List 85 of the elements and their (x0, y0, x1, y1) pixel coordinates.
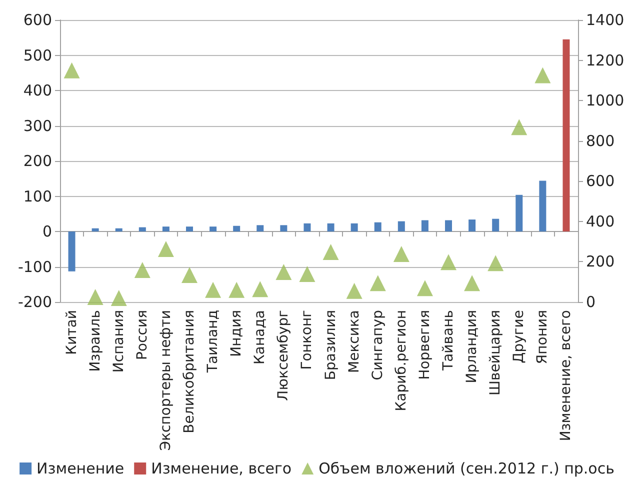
bar (562, 39, 570, 232)
bar (492, 218, 500, 232)
point (440, 254, 456, 270)
point (464, 275, 480, 292)
bar (327, 223, 334, 232)
x-tick-label: Люксембург (276, 310, 292, 401)
x-tick-label: Норвегия (416, 310, 433, 380)
y-tick-label: 0 (42, 222, 52, 240)
bar (468, 220, 476, 232)
x-tick-label: Израиль (87, 310, 104, 372)
point (370, 275, 386, 292)
y-tick-label: -200 (18, 293, 52, 311)
bar (350, 223, 358, 232)
point (393, 246, 410, 262)
y2-tick-label: 400 (586, 212, 615, 230)
bar (186, 226, 193, 232)
y-tick-label: 600 (23, 11, 52, 29)
bar (162, 226, 170, 232)
point (64, 62, 80, 78)
legend-label: Изменение, всего (151, 460, 292, 478)
y-tick-label: 400 (23, 82, 52, 100)
bar (210, 226, 217, 232)
bar (115, 228, 122, 232)
y-tick-label: 300 (23, 116, 52, 135)
point (511, 119, 528, 136)
point (110, 290, 127, 306)
point (182, 267, 198, 284)
y-tick-label: 500 (23, 46, 52, 64)
x-tick-label: Ирландия (464, 310, 480, 384)
point (488, 255, 504, 272)
y2-tick-label: 1000 (586, 92, 624, 110)
bar (304, 223, 311, 232)
bar (138, 227, 146, 232)
bar (539, 180, 546, 232)
point (299, 266, 316, 282)
y2-tick-label: 1200 (586, 51, 624, 70)
bar (68, 232, 76, 272)
bar (516, 194, 523, 232)
y2-tick-label: 600 (586, 172, 615, 190)
x-tick-label: Мексика (346, 310, 362, 373)
bar (398, 221, 405, 232)
bar (92, 228, 99, 232)
y-tick-label: 100 (23, 187, 52, 206)
y-tick-label: 200 (23, 152, 52, 170)
x-tick-label: Таиланд (205, 310, 222, 374)
x-tick-label: Тайвань (440, 310, 456, 372)
point (416, 280, 433, 296)
point (228, 282, 245, 298)
x-tick-label: Другие (511, 310, 528, 364)
x-tick-label: Испания (110, 310, 127, 373)
x-tick-label: Великобритания (182, 310, 198, 434)
point (276, 264, 292, 280)
y-tick-label: -100 (18, 258, 52, 276)
x-tick-label: Китай (64, 310, 80, 355)
point (534, 67, 551, 84)
x-tick-label: Россия (134, 310, 150, 360)
point (158, 241, 174, 258)
y2-tick-label: 200 (586, 252, 615, 271)
bar (445, 220, 452, 232)
point (87, 288, 104, 305)
legend-label: Объем вложений (сен.2012 г.) пр.ось (318, 460, 614, 478)
y2-tick-label: 1400 (586, 11, 624, 29)
x-tick-label: Канада (252, 310, 268, 365)
x-tick-label: Индия (228, 310, 245, 357)
x-tick-label: Экспортеры нефти (158, 310, 174, 451)
x-tick-label: Кариб.регион (393, 310, 410, 412)
x-tick-label: Швейцария (488, 310, 504, 396)
x-tick-label: Гонконг (299, 310, 316, 370)
point (346, 282, 362, 299)
bar (374, 222, 382, 232)
x-tick-label: Сингапур (370, 310, 386, 380)
bar (256, 225, 264, 232)
y2-tick-label: 0 (586, 293, 596, 311)
bar (280, 225, 288, 232)
x-tick-label: Изменение, всего (558, 310, 574, 442)
bar (421, 220, 428, 232)
point (205, 282, 222, 298)
y2-tick-label: 800 (586, 132, 615, 150)
point (252, 281, 268, 298)
x-tick-label: Бразилия (322, 310, 339, 380)
legend-label: Изменение (36, 460, 124, 478)
x-tick-label: Япония (534, 310, 551, 364)
point (322, 244, 339, 260)
bar (233, 226, 240, 232)
point (134, 262, 150, 278)
